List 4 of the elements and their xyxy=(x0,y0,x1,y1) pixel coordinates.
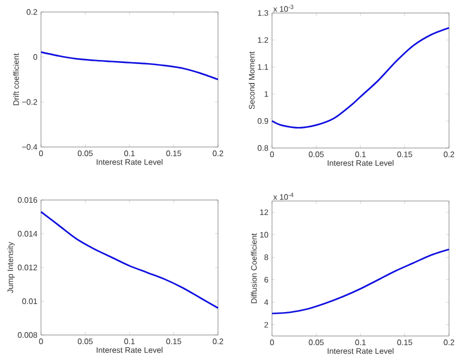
line-series xyxy=(40,211,219,309)
line-series xyxy=(271,27,450,129)
line-series xyxy=(271,248,450,314)
line-series xyxy=(40,51,219,80)
